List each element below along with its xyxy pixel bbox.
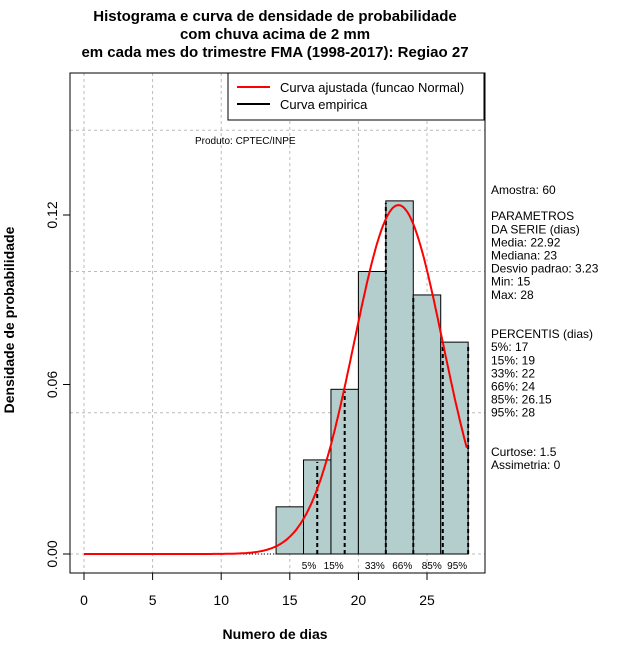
normal-curve xyxy=(84,204,468,555)
legend-box xyxy=(227,72,485,121)
histogram-bar xyxy=(357,271,387,555)
percentile-label: 5% xyxy=(302,561,317,572)
percentile-label: 66% xyxy=(392,561,412,572)
y-tick-label: 0.00 xyxy=(44,540,60,567)
stats-text: 33%: 22 xyxy=(491,366,535,380)
legend-label: Curva empirica xyxy=(280,97,368,112)
histogram-bar xyxy=(440,341,469,555)
y-axis-label: Densidade de probabilidade xyxy=(1,226,17,413)
stats-text: 5%: 17 xyxy=(491,340,529,354)
stats-text: 95%: 28 xyxy=(491,406,535,420)
percentile-label: 85% xyxy=(422,561,442,572)
stats-text: 85%: 26.15 xyxy=(491,393,552,407)
x-tick-label: 10 xyxy=(213,592,229,608)
chart-title: Histograma e curva de densidade de proba… xyxy=(93,8,456,25)
percentile-label: 15% xyxy=(324,561,344,572)
x-tick-label: 5 xyxy=(149,592,157,608)
stats-text: Max: 28 xyxy=(491,288,534,302)
stats-text: Desvio padrao: 3.23 xyxy=(491,262,599,276)
chart-title: com chuva acima de 2 mm xyxy=(180,26,370,43)
histogram-bar xyxy=(275,506,305,555)
stats-text: Media: 22.92 xyxy=(491,235,561,249)
stats-text: Amostra: 60 xyxy=(491,183,556,197)
x-tick-label: 0 xyxy=(80,592,88,608)
stats-text: Mediana: 23 xyxy=(491,249,557,263)
x-tick-label: 20 xyxy=(351,592,367,608)
histogram-bar xyxy=(412,294,442,555)
stats-text: 66%: 24 xyxy=(491,380,535,394)
y-tick-label: 0.12 xyxy=(44,201,60,228)
product-label: Produto: CPTEC/INPE xyxy=(195,136,296,147)
stats-text: Curtose: 1.5 xyxy=(491,445,557,459)
stats-text: PARAMETROS xyxy=(491,209,574,223)
chart-title: em cada mes do trimestre FMA (1998-2017)… xyxy=(81,44,468,61)
histogram-bar xyxy=(385,200,414,555)
x-tick-label: 25 xyxy=(419,592,435,608)
stats-text: Min: 15 xyxy=(491,275,531,289)
x-axis-label: Numero de dias xyxy=(222,626,327,642)
x-tick-label: 15 xyxy=(282,592,298,608)
stats-text: DA SERIE (dias) xyxy=(491,222,580,236)
y-tick-label: 0.06 xyxy=(44,371,60,398)
percentile-label: 33% xyxy=(365,561,385,572)
legend-label: Curva ajustada (funcao Normal) xyxy=(280,80,464,95)
percentile-label: 95% xyxy=(447,561,467,572)
stats-text: 15%: 19 xyxy=(491,353,535,367)
stats-text: PERCENTIS (dias) xyxy=(491,327,593,341)
stats-text: Assimetria: 0 xyxy=(491,458,561,472)
